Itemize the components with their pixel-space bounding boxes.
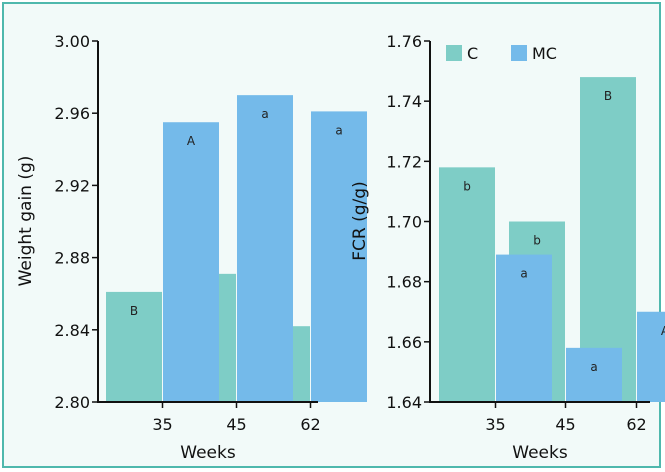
bar-label: b	[533, 234, 541, 248]
bar-c-35	[439, 167, 495, 402]
x-tick-label: 45	[226, 415, 246, 434]
y-tick-label: 2.96	[54, 104, 90, 123]
y-axis-title: Weight gain (g)	[16, 156, 36, 287]
y-tick-label: 2.84	[54, 321, 90, 340]
bar-label: a	[590, 360, 597, 374]
chart-panel-1: BbbAaa2.802.842.882.922.963.00354562Weig…	[16, 32, 367, 463]
bar-label: a	[520, 267, 527, 281]
bar-mc-45	[566, 347, 622, 402]
bar-mc-45	[237, 95, 293, 403]
y-tick-label: 1.66	[386, 333, 422, 352]
y-axis-title: FCR (g/g)	[350, 181, 370, 260]
legend: C MC	[446, 44, 557, 63]
x-tick-label: 35	[485, 415, 505, 434]
bar-mc-62	[311, 111, 367, 403]
y-tick-label: 2.88	[54, 249, 90, 268]
bar-label: a	[261, 107, 268, 121]
y-tick-label: 1.74	[386, 92, 422, 111]
x-tick-label: 35	[152, 415, 172, 434]
y-tick-label: 1.70	[386, 213, 422, 232]
legend-label-mc: MC	[532, 44, 557, 63]
bar-c-35	[106, 291, 162, 402]
y-tick-label: 2.92	[54, 176, 90, 195]
y-tick-label: 1.68	[386, 273, 422, 292]
y-tick-label: 1.64	[386, 393, 422, 412]
chart-panel-2: b b Ba a A 1.64 1.66 1.68 1.70 1.72 1.74 1.76 35 45 62…	[350, 32, 665, 463]
bar-mc-35	[496, 254, 552, 402]
x-tick-label: 62	[300, 415, 320, 434]
x-tick-label: 62	[626, 415, 646, 434]
y-tick-label: 1.76	[386, 32, 422, 51]
bar-label: B	[130, 304, 138, 318]
x-axis-title: Weeks	[180, 443, 236, 463]
x-axis-title: Weeks	[512, 443, 568, 463]
legend-label-c: C	[467, 44, 478, 63]
y-tick-label: 2.80	[54, 393, 90, 412]
y-tick-label: 1.72	[386, 152, 422, 171]
y-tick-label: 3.00	[54, 32, 90, 51]
bar-label: a	[335, 123, 342, 137]
bar-label: b	[463, 179, 471, 193]
legend-swatch-mc	[511, 45, 527, 61]
bar-label: A	[661, 324, 665, 338]
bar-label: B	[604, 89, 612, 103]
bar-label: A	[187, 134, 196, 148]
x-tick-label: 45	[555, 415, 575, 434]
legend-swatch-c	[446, 45, 462, 61]
bar-mc-35	[163, 122, 219, 402]
bar-mc-62	[637, 311, 665, 402]
